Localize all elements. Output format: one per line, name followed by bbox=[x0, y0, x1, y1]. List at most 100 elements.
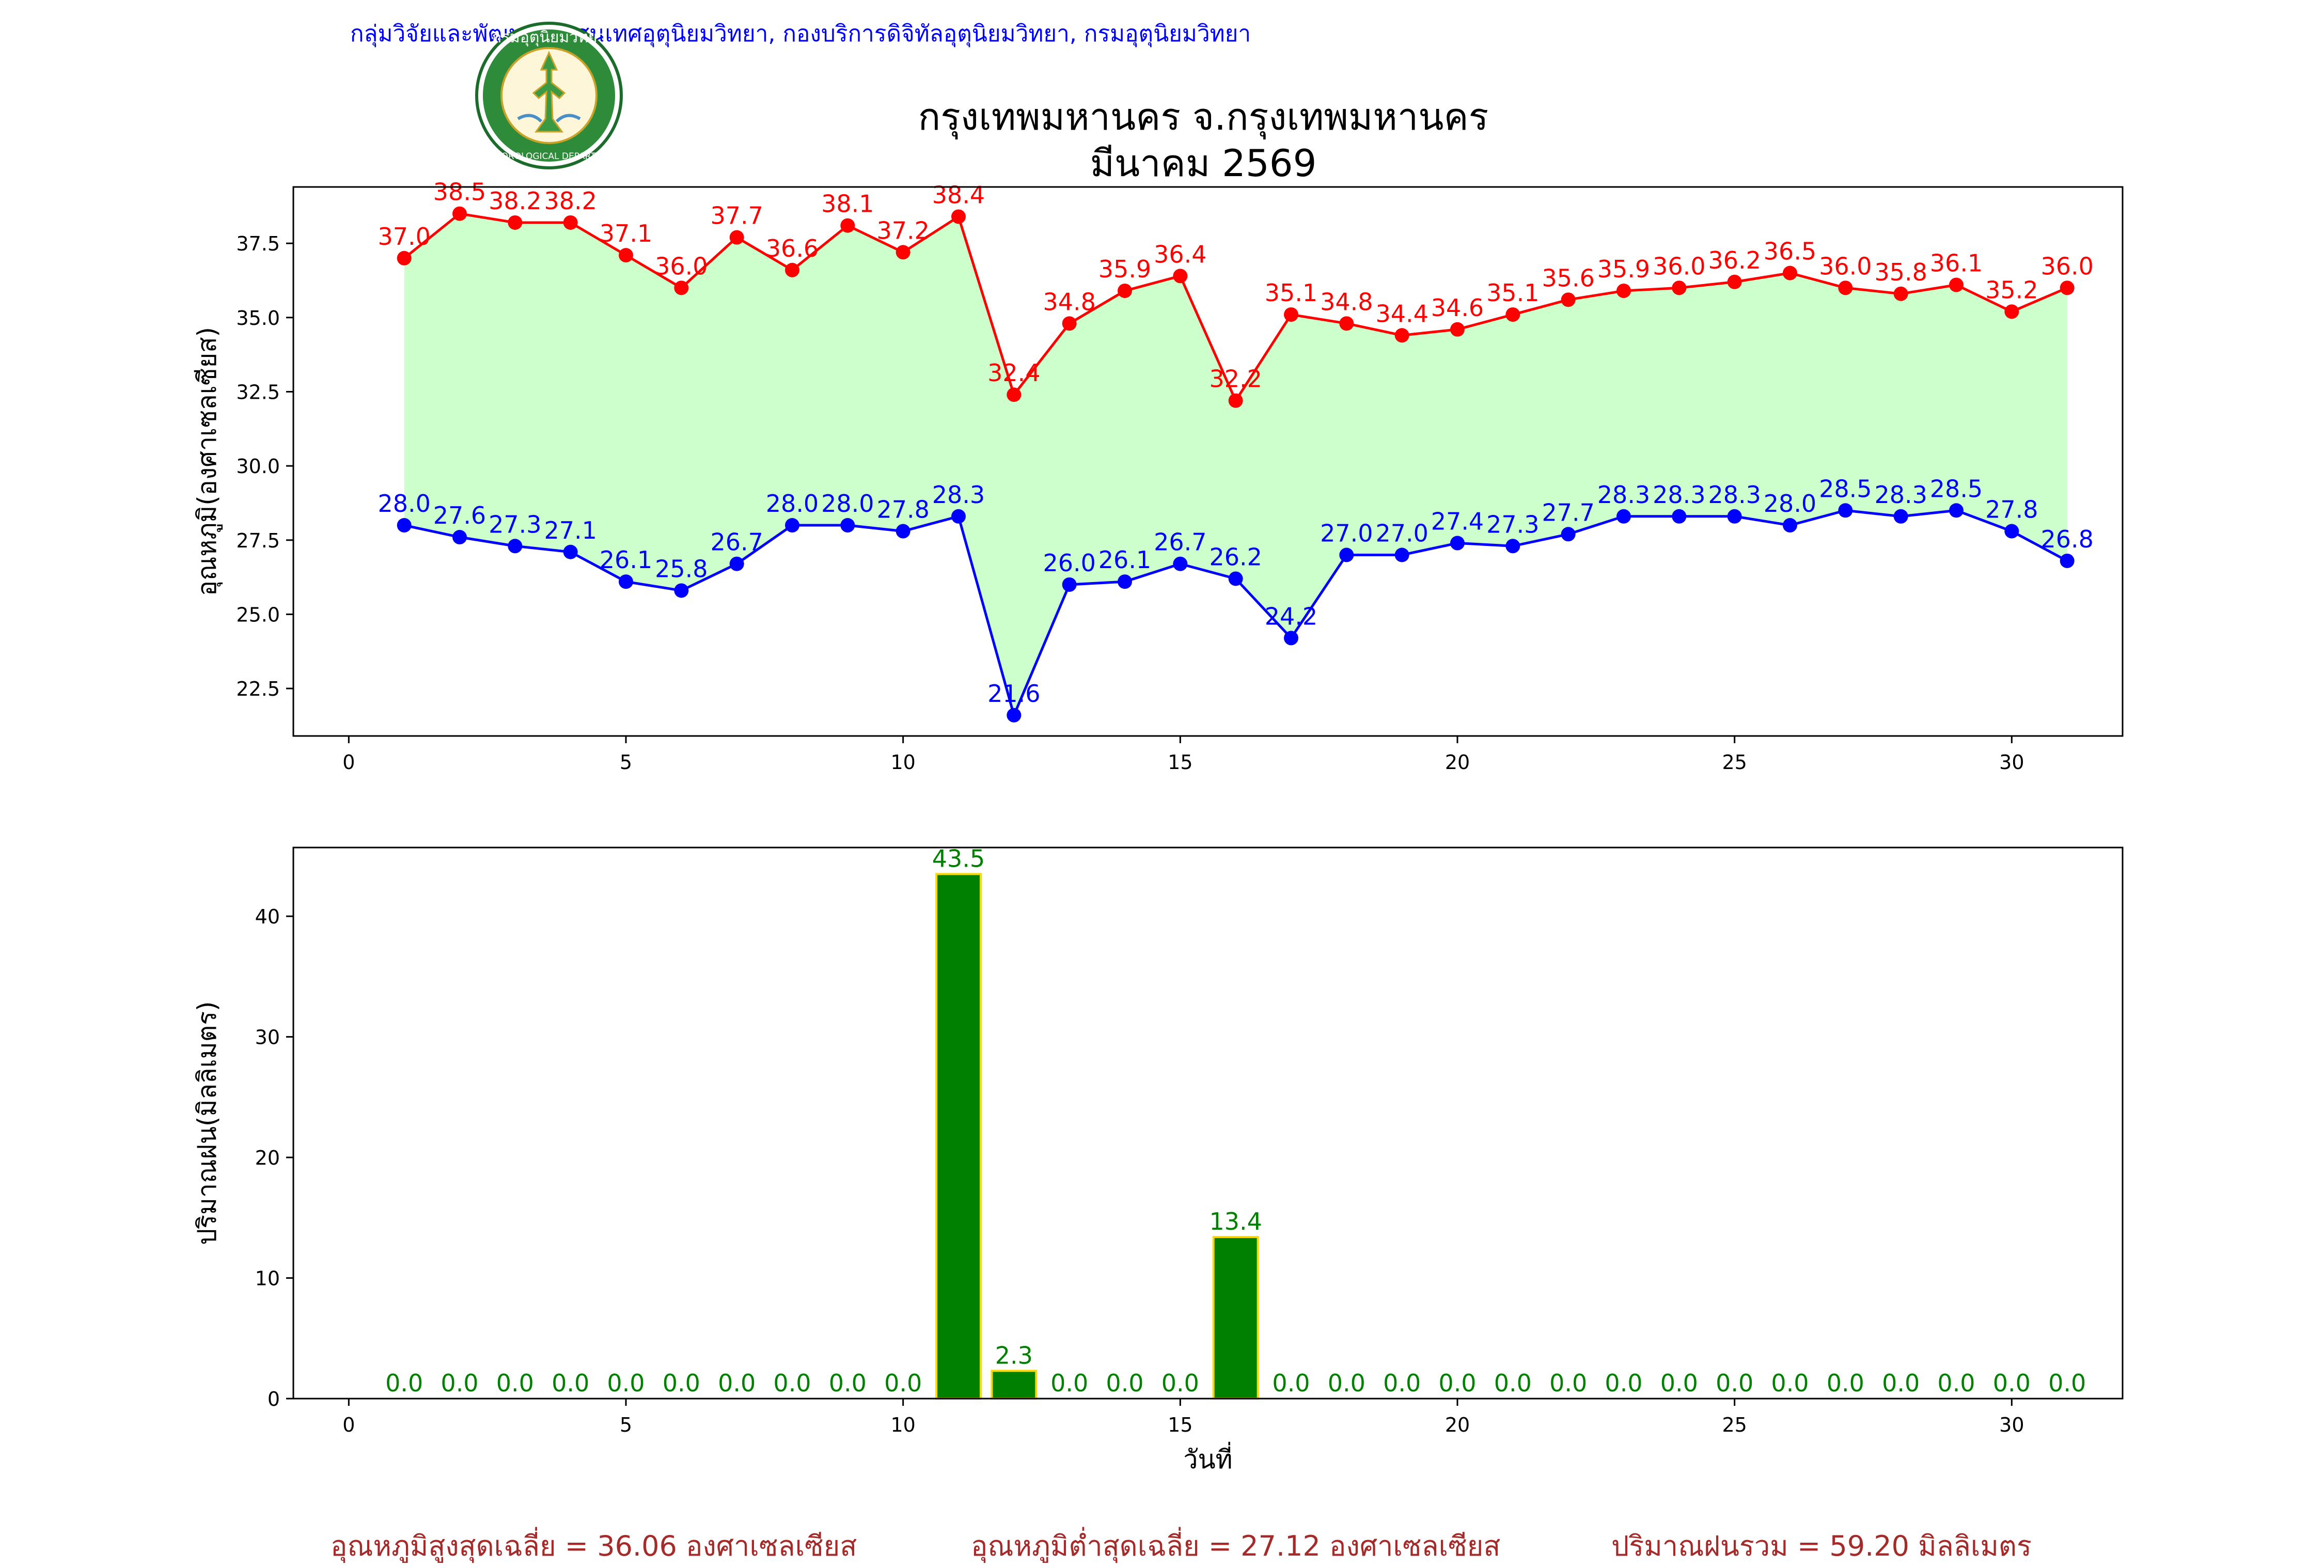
tmin-data-label: 28.5 bbox=[1819, 475, 1872, 503]
tmin-data-label: 26.8 bbox=[2040, 525, 2093, 553]
tmin-data-label: 28.3 bbox=[1597, 481, 1650, 509]
rain-data-label: 0.0 bbox=[1771, 1369, 1809, 1397]
x-tick-label: 25 bbox=[1722, 751, 1747, 774]
tmax-data-label: 34.4 bbox=[1375, 300, 1428, 327]
temp-plot-frame bbox=[292, 186, 2124, 737]
temperature-chart: 37.038.5 38.2 38.237.136.037.736.638.137.2… bbox=[192, 178, 2124, 774]
tmin-point bbox=[508, 539, 523, 554]
tmin-point bbox=[729, 556, 744, 571]
rain-data-label: 0.0 bbox=[1716, 1369, 1753, 1397]
rain-plot-frame bbox=[292, 846, 2124, 1400]
tmax-data-label: 35.2 bbox=[1985, 276, 2038, 304]
tmax-data-label: 35.6 bbox=[1542, 264, 1594, 292]
tmax-point bbox=[1228, 393, 1243, 408]
tmin-point bbox=[1893, 509, 1908, 524]
rain-data-label: 0.0 bbox=[552, 1369, 589, 1397]
tmin-point bbox=[1616, 509, 1631, 524]
x-tick-label: 5 bbox=[620, 751, 632, 774]
rain-data-label: 0.0 bbox=[829, 1369, 867, 1397]
tmin-point bbox=[619, 574, 633, 589]
tmin-point bbox=[951, 509, 966, 524]
y-tick-label: 30.0 bbox=[236, 455, 280, 478]
rain-data-label: 0.0 bbox=[441, 1369, 478, 1397]
rain-total: ปริมาณฝนรวม = 59.20 มิลลิเมตร bbox=[1611, 1530, 2032, 1562]
rain-data-label: 0.0 bbox=[1161, 1369, 1199, 1397]
tmin-data-label: 27.3 bbox=[489, 510, 541, 538]
tmin-data-label: 27.4 bbox=[1431, 508, 1484, 536]
tmax-point bbox=[1173, 269, 1188, 284]
tmin-point bbox=[1394, 547, 1409, 562]
temp-range-fill bbox=[404, 213, 2067, 715]
x-axis-label: วันที่ bbox=[1183, 1442, 1232, 1475]
rain-data-label: 0.0 bbox=[1660, 1369, 1698, 1397]
tmax-point bbox=[508, 215, 523, 230]
tmin-point bbox=[1228, 571, 1243, 586]
x-tick-label: 15 bbox=[1168, 1414, 1192, 1436]
rain-data-label: 0.0 bbox=[1827, 1369, 1864, 1397]
tmax-point bbox=[1727, 274, 1742, 289]
tmin-point bbox=[1727, 509, 1742, 524]
x-tick-label: 5 bbox=[620, 1414, 632, 1436]
tmin-data-label: 21.6 bbox=[987, 680, 1040, 708]
tmin-data-label: 26.7 bbox=[1154, 528, 1206, 556]
tmax-data-label: 38.2 bbox=[544, 187, 596, 215]
tmin-point bbox=[1838, 503, 1853, 518]
rain-data-label: 2.3 bbox=[995, 1341, 1033, 1369]
tmin-point bbox=[563, 544, 578, 559]
tmin-point bbox=[840, 518, 855, 533]
tmax-point bbox=[1284, 307, 1298, 322]
tmax-point bbox=[674, 280, 689, 295]
rain-data-label: 0.0 bbox=[1605, 1369, 1642, 1397]
tmin-point bbox=[785, 518, 799, 533]
tmax-data-label: 38.1 bbox=[821, 190, 874, 218]
tmax-point bbox=[563, 215, 578, 230]
tmax-data-label: 36.4 bbox=[1154, 240, 1206, 268]
x-tick-label: 10 bbox=[890, 751, 915, 774]
rain-data-label: 0.0 bbox=[496, 1369, 534, 1397]
tmin-point bbox=[1783, 518, 1797, 533]
tmax-data-label: 38.4 bbox=[932, 181, 985, 209]
rain-data-label: 0.0 bbox=[1882, 1369, 1920, 1397]
tmin-point bbox=[2004, 524, 2019, 539]
x-tick-label: 20 bbox=[1445, 751, 1470, 774]
y-tick-label: 40 bbox=[255, 905, 280, 928]
tmin-data-label: 27.3 bbox=[1486, 510, 1539, 538]
tmin-data-label: 28.0 bbox=[378, 490, 430, 518]
y-axis-label: อุณหภูมิ(องศาเซลเซียส) bbox=[192, 327, 223, 596]
x-tick-label: 30 bbox=[1999, 751, 2024, 774]
rain-data-label: 0.0 bbox=[1050, 1369, 1088, 1397]
rain-data-label: 0.0 bbox=[1106, 1369, 1143, 1397]
tmax-data-label: 34.8 bbox=[1320, 288, 1373, 316]
rain-data-label: 0.0 bbox=[1272, 1369, 1310, 1397]
tmd-logo: กรมอุตุนิยมวิทยา METEOROLOGICAL DEPARTME… bbox=[475, 22, 623, 169]
y-tick-label: 27.5 bbox=[236, 529, 280, 552]
tmax-data-label: 36.0 bbox=[655, 252, 708, 280]
tmax-data-label: 37.0 bbox=[378, 223, 430, 250]
tmax-point bbox=[619, 248, 633, 263]
tmin-point bbox=[452, 530, 467, 545]
tmax-point bbox=[729, 230, 744, 245]
tmax-data-label: 38.2 bbox=[489, 187, 541, 215]
y-axis-label: ปริมาณฝน(มิลลิเมตร) bbox=[192, 1001, 222, 1245]
tmax-data-label: 36.2 bbox=[1708, 246, 1761, 274]
tmax-point bbox=[1062, 316, 1077, 331]
tmin-average: อุณหภูมิต่ำสุดเฉลี่ย = 27.12 องศาเซลเซีย… bbox=[971, 1530, 1501, 1562]
tmin-data-label: 26.7 bbox=[710, 528, 763, 556]
tmax-point bbox=[951, 209, 966, 224]
tmin-data-label: 28.5 bbox=[1930, 475, 1983, 503]
tmax-point bbox=[2004, 304, 2019, 319]
rain-data-label: 0.0 bbox=[718, 1369, 756, 1397]
tmax-data-label: 37.2 bbox=[876, 216, 929, 244]
y-tick-label: 0 bbox=[268, 1388, 280, 1410]
tmax-point bbox=[397, 250, 412, 265]
tmin-data-label: 27.8 bbox=[876, 496, 929, 524]
tmax-data-label: 32.4 bbox=[987, 359, 1040, 387]
tmax-data-label: 37.1 bbox=[600, 219, 652, 247]
rain-data-label: 0.0 bbox=[1549, 1369, 1587, 1397]
tmax-point bbox=[1394, 328, 1409, 343]
y-tick-label: 35.0 bbox=[236, 307, 280, 330]
chart-subtitle: มีนาคม 2569 bbox=[1090, 142, 1317, 185]
tmax-point bbox=[1561, 292, 1576, 307]
tmin-data-label: 27.0 bbox=[1375, 519, 1428, 547]
tmin-data-label: 26.0 bbox=[1043, 549, 1095, 577]
